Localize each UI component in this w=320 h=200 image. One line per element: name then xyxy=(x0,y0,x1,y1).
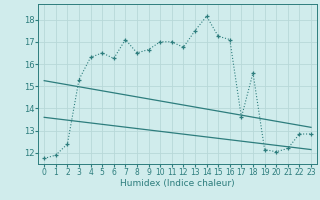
X-axis label: Humidex (Indice chaleur): Humidex (Indice chaleur) xyxy=(120,179,235,188)
